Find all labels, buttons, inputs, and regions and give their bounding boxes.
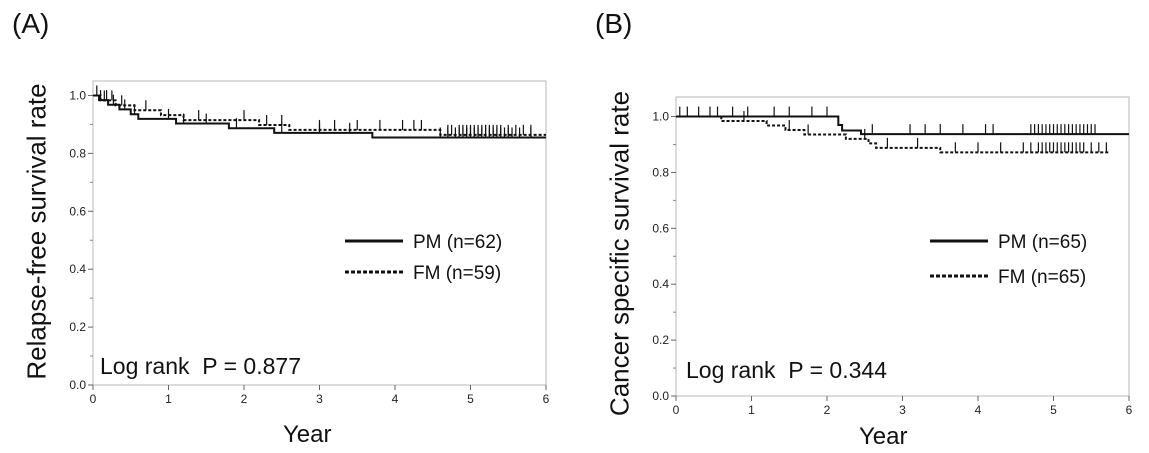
panel-label-b: (B) [595, 8, 633, 39]
x-tick-label-b: 3 [899, 403, 906, 417]
legend-label-a-fm: FM (n=59) [413, 263, 501, 284]
x-tick-label-a: 5 [467, 392, 474, 406]
x-axis-label-a: Year [283, 421, 332, 448]
y-tick-label-a: 0.0 [69, 378, 86, 392]
survival-line-b-pm [676, 115, 1129, 136]
x-tick-label-a: 3 [316, 392, 323, 406]
x-tick-label-a: 0 [90, 392, 97, 406]
y-tick-label-b: 0.0 [652, 389, 669, 403]
legend-label-b-pm: PM (n=65) [998, 232, 1087, 253]
survival-line-a-fm [93, 94, 546, 136]
log-rank-annotation-b: Log rank P = 0.344 [686, 357, 887, 383]
y-tick-label-a: 1.0 [69, 88, 86, 102]
log-rank-annotation-a: Log rank P = 0.877 [100, 353, 301, 379]
panel-label-a: (A) [12, 8, 50, 39]
x-tick-label-b: 6 [1126, 403, 1133, 417]
x-tick-label-a: 1 [165, 392, 172, 406]
x-tick-label-b: 0 [673, 403, 680, 417]
x-tick-label-b: 2 [824, 403, 831, 417]
x-tick-label-b: 1 [748, 403, 755, 417]
survival-line-b-fm [676, 115, 1111, 154]
y-tick-label-b: 0.6 [652, 221, 669, 235]
legend-label-b-fm: FM (n=65) [998, 267, 1086, 288]
x-tick-label-b: 4 [975, 403, 982, 417]
x-tick-label-a: 4 [392, 392, 399, 406]
y-tick-label-b: 0.4 [652, 277, 669, 291]
x-tick-label-a: 6 [543, 392, 550, 406]
y-tick-label-a: 0.4 [69, 262, 86, 276]
x-axis-label-b: Year [859, 423, 908, 450]
chart-a: 0 1 2 3 4 5 6 0.0 0.2 0.4 0.6 0.8 1.0 PM (n=62) FM (n=… [69, 80, 550, 406]
legend-label-a-pm: PM (n=62) [413, 232, 502, 253]
y-tick-label-a: 0.2 [69, 320, 86, 334]
y-tick-label-b: 1.0 [652, 110, 669, 124]
x-tick-label-b: 5 [1050, 403, 1057, 417]
y-tick-label-a: 0.6 [69, 204, 86, 218]
chart-b: 0 1 2 3 4 5 6 0.0 0.2 0.4 0.6 0.8 1.0 PM (n=65) FM (n=… [652, 96, 1133, 417]
y-tick-label-b: 0.8 [652, 165, 669, 179]
y-tick-label-b: 0.2 [652, 333, 669, 347]
x-tick-label-a: 2 [241, 392, 248, 406]
y-tick-label-a: 0.8 [69, 146, 86, 160]
